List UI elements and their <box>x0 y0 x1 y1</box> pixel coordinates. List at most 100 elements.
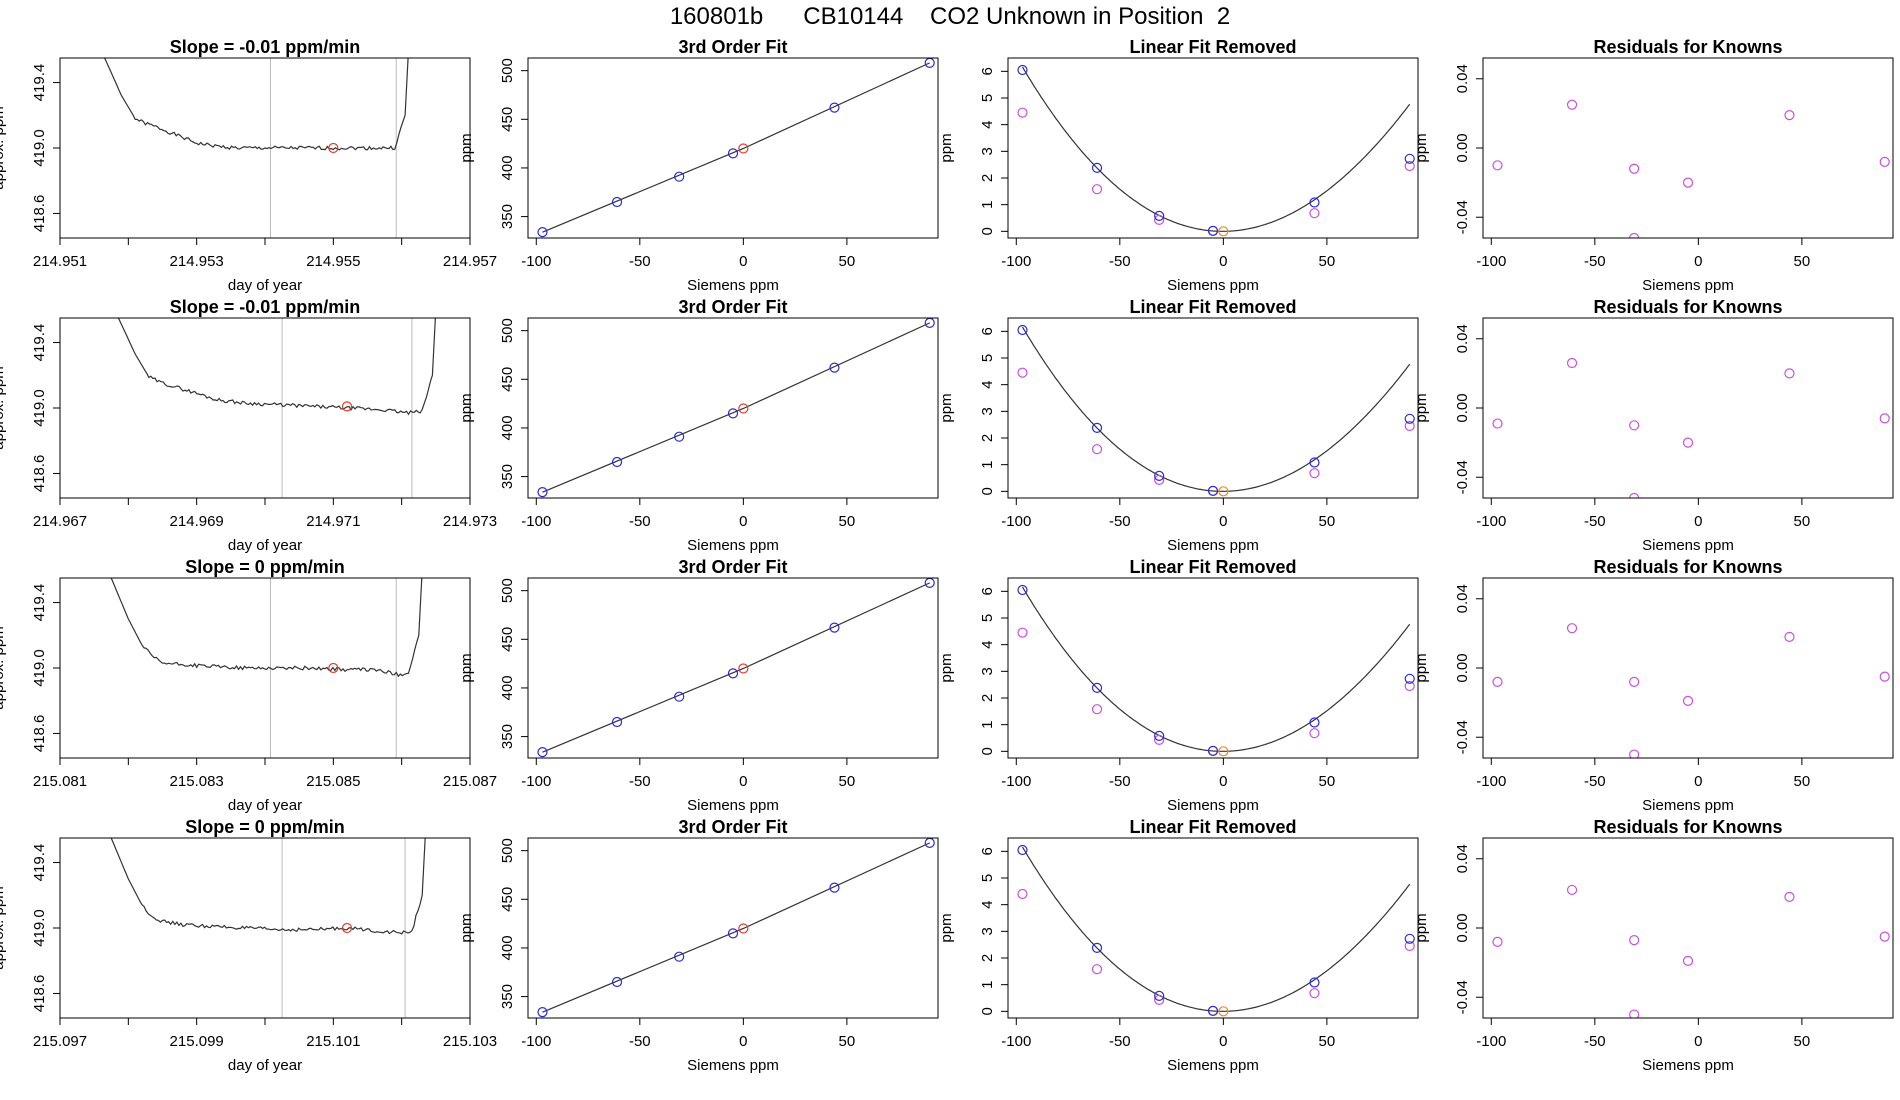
y-tick-label: 2 <box>979 174 996 182</box>
panel-title: Slope = 0 ppm/min <box>185 557 345 577</box>
y-tick-label: 4 <box>979 120 996 128</box>
residual-point <box>1566 357 1578 369</box>
figure-title: 160801b CB10144 CO2 Unknown in Position … <box>669 3 1231 30</box>
panel-third-order-fit-row-2: 3rd Order Fit Siemens ppm ppm -100 -50 0 50 350… <box>458 297 939 554</box>
magenta-point <box>1309 208 1320 219</box>
x-tick-label: 0 <box>739 513 747 530</box>
known-standard-point <box>829 102 840 113</box>
x-axis-label: Siemens ppm <box>687 1057 779 1074</box>
residual-point <box>1784 368 1795 379</box>
magenta-point <box>1404 420 1415 432</box>
x-tick-label: 214.953 <box>170 253 224 270</box>
x-tick-label: 214.971 <box>306 513 360 530</box>
magenta-point <box>1154 734 1165 745</box>
y-tick-label: 419.0 <box>31 129 48 167</box>
known-standard-point <box>1309 977 1320 988</box>
x-tick-label: 50 <box>839 513 856 530</box>
y-tick-label: 419.4 <box>31 324 48 362</box>
residual-point <box>1629 676 1640 687</box>
y-tick-label: 5 <box>979 354 996 362</box>
panel-time-series-row-1: Slope = -0.01 ppm/min day of year approx. … <box>0 37 497 294</box>
x-tick-label: 214.973 <box>443 513 497 530</box>
plot-area <box>110 838 426 1018</box>
y-tick-label: 419.0 <box>31 909 48 947</box>
y-tick-label: 500 <box>499 58 516 83</box>
known-standard-point <box>1154 210 1165 221</box>
x-tick-label: 50 <box>839 1033 856 1050</box>
panel-title: 3rd Order Fit <box>678 817 787 837</box>
x-tick-label: -100 <box>1476 1033 1506 1050</box>
panel-third-order-fit-row-3: 3rd Order Fit Siemens ppm ppm -100 -50 0 50 350… <box>458 557 939 814</box>
x-tick-label: 50 <box>1319 773 1336 790</box>
x-tick-label: 0 <box>1694 773 1702 790</box>
plot-area <box>1017 324 1415 497</box>
plot-frame <box>1482 317 1894 499</box>
x-tick-label: -100 <box>1001 253 1031 270</box>
y-tick-label: 500 <box>499 318 516 343</box>
magenta-point <box>1017 888 1028 900</box>
x-axis-label: Siemens ppm <box>1167 537 1259 554</box>
y-tick-label: 2 <box>979 694 996 702</box>
x-tick-label: -100 <box>1001 1033 1031 1050</box>
magenta-point <box>1309 988 1320 999</box>
known-standard-point <box>1091 422 1103 433</box>
x-tick-label: -100 <box>1476 253 1506 270</box>
y-tick-label: 4 <box>979 380 996 388</box>
magenta-point <box>1154 214 1165 225</box>
residual-curve <box>1021 586 1411 752</box>
y-tick-label: -0.04 <box>1454 980 1471 1014</box>
known-standard-point <box>829 622 840 633</box>
residual-point <box>1566 623 1578 634</box>
y-axis-label: ppm <box>938 913 955 942</box>
magenta-point <box>1091 704 1103 715</box>
plot-frame <box>1482 577 1894 759</box>
plot-frame <box>1007 577 1419 759</box>
x-tick-label: 0 <box>1219 513 1227 530</box>
known-standard-point <box>1309 457 1320 468</box>
x-tick-label: 215.103 <box>443 1033 497 1050</box>
x-axis-label: Siemens ppm <box>687 277 779 294</box>
x-tick-label: -100 <box>1001 513 1031 530</box>
y-tick-label: 3 <box>979 407 996 415</box>
y-axis-label: ppm <box>1413 133 1430 162</box>
y-tick-label: 3 <box>979 667 996 675</box>
residual-point <box>1492 676 1503 687</box>
residual-point <box>1629 492 1640 498</box>
known-standard-point <box>537 1007 548 1018</box>
y-tick-label: 0.00 <box>1454 133 1471 162</box>
known-standard-point <box>1017 64 1028 76</box>
x-tick-label: 0 <box>739 1033 747 1050</box>
concentration-trace <box>110 838 426 935</box>
known-standard-point <box>611 976 623 988</box>
known-standard-point <box>1404 413 1415 424</box>
known-standard-point <box>1091 682 1103 693</box>
panel-residuals-row-3: Residuals for Knowns Siemens ppm ppm -100 -5… <box>1413 557 1894 814</box>
plot-frame <box>1007 837 1419 1019</box>
x-tick-label: 50 <box>839 253 856 270</box>
y-axis-label: ppm <box>1413 653 1430 682</box>
x-axis-label: Siemens ppm <box>1642 797 1734 814</box>
known-standard-point <box>1404 933 1415 944</box>
magenta-point <box>1091 184 1103 195</box>
magenta-point <box>1404 680 1415 692</box>
y-axis-label: approx. ppm <box>0 626 7 709</box>
panel-residuals-row-1: Residuals for Knowns Siemens ppm ppm -100 -5… <box>1413 37 1894 294</box>
known-standard-point <box>1404 673 1415 684</box>
panel-residuals-row-4: Residuals for Knowns Siemens ppm ppm -100 -5… <box>1413 817 1894 1074</box>
magenta-point <box>1309 728 1320 739</box>
y-axis-label: ppm <box>458 133 475 162</box>
known-standard-point <box>829 882 840 893</box>
panel-linear-fit-removed-row-1: Linear Fit Removed Siemens ppm ppm -100 -50 0… <box>938 37 1419 294</box>
residual-curve <box>1021 66 1411 232</box>
panel-third-order-fit-row-1: 3rd Order Fit Siemens ppm ppm -100 -50 0 50 350… <box>458 37 939 294</box>
y-tick-label: 0.04 <box>1454 844 1471 873</box>
plot-area <box>110 578 423 758</box>
panel-residuals-row-2: Residuals for Knowns Siemens ppm ppm -100 -5… <box>1413 297 1894 554</box>
x-tick-label: -100 <box>521 1033 551 1050</box>
y-tick-label: 5 <box>979 874 996 882</box>
known-standard-point <box>537 487 548 498</box>
known-standard-point <box>727 408 739 419</box>
y-tick-label: 1 <box>979 460 996 468</box>
x-tick-label: 215.083 <box>170 773 224 790</box>
